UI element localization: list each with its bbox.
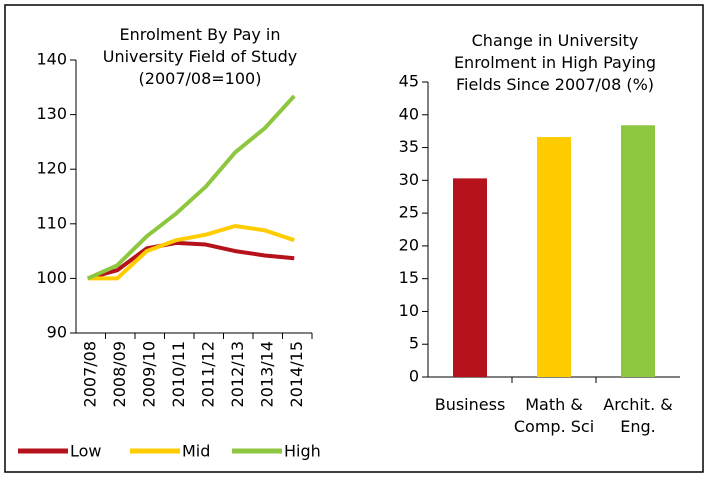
frame xyxy=(4,4,704,473)
y-tick-label: 20 xyxy=(399,235,419,254)
chart-title: Change in University Enrolment in High P… xyxy=(453,31,657,94)
legend-label: Mid xyxy=(182,442,210,461)
y-tick-label: 5 xyxy=(409,334,419,353)
chart-title-box: Enrolment By Pay in University Field of … xyxy=(102,25,298,88)
y-tick-label: 25 xyxy=(399,203,419,222)
y-tick-label: 10 xyxy=(399,301,419,320)
legend-label: Low xyxy=(70,442,102,461)
y-tick-label: 40 xyxy=(399,104,419,123)
x-tick-label: 2008/09 xyxy=(110,341,129,407)
y-tick-label: 130 xyxy=(36,104,67,123)
x-tick-label: 2009/10 xyxy=(139,341,158,407)
x-tick-label: Math & Comp. Sci xyxy=(513,395,595,436)
line-series xyxy=(87,223,295,281)
x-tick-label-box: Business xyxy=(434,395,506,414)
y-tick-label: 120 xyxy=(36,159,67,178)
x-tick-label: 2014/15 xyxy=(287,341,306,407)
y-tick-label: 30 xyxy=(399,170,419,189)
x-tick-label-box: Archit. & Eng. xyxy=(603,395,673,436)
y-tick-label: 15 xyxy=(399,268,419,287)
bar xyxy=(537,137,571,377)
x-tick-label: 2013/14 xyxy=(257,341,276,407)
x-tick-label: Business xyxy=(434,395,506,414)
y-tick-label: 35 xyxy=(399,137,419,156)
y-tick-label: 90 xyxy=(47,323,67,342)
x-tick-label: 2010/11 xyxy=(169,341,188,407)
x-tick-label: 2007/08 xyxy=(80,341,99,407)
y-tick-label: 100 xyxy=(36,268,67,287)
bar xyxy=(621,125,655,378)
bar xyxy=(453,178,487,377)
line-series xyxy=(86,94,296,281)
x-tick-label: Archit. & Eng. xyxy=(603,395,673,436)
y-tick-label: 110 xyxy=(36,213,67,232)
chart-title-box: Change in University Enrolment in High P… xyxy=(453,31,657,94)
x-tick-label: 2011/12 xyxy=(198,341,217,407)
line-series xyxy=(87,240,295,281)
y-tick-label: 0 xyxy=(409,367,419,386)
legend-label: High xyxy=(284,442,321,461)
y-tick-label: 140 xyxy=(36,50,67,69)
y-tick-label: 45 xyxy=(399,72,419,91)
chart-title: Enrolment By Pay in University Field of … xyxy=(102,25,298,88)
x-tick-label: 2012/13 xyxy=(228,341,247,407)
x-tick-label-box: Math & Comp. Sci xyxy=(513,395,595,436)
